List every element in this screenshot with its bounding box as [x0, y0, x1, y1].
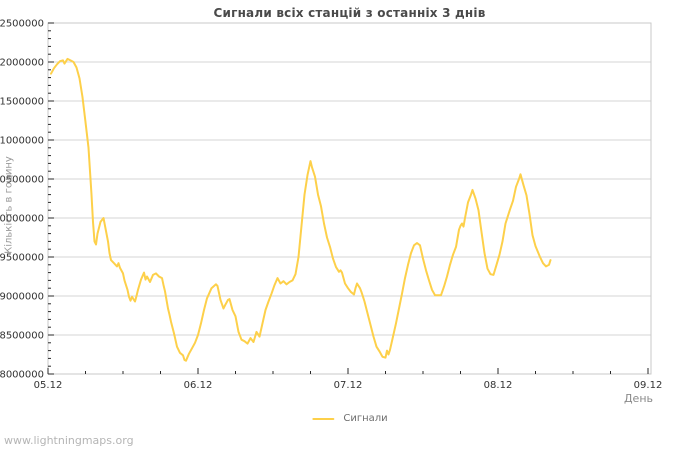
- svg-text:11500000: 11500000: [0, 97, 44, 108]
- watermark-text: www.lightningmaps.org: [4, 434, 134, 447]
- svg-text:12500000: 12500000: [0, 19, 44, 30]
- svg-text:05.12: 05.12: [34, 380, 63, 391]
- svg-text:10500000: 10500000: [0, 175, 44, 186]
- legend: Сигнали: [312, 413, 388, 424]
- x-axis-title: День: [623, 392, 653, 405]
- svg-text:12000000: 12000000: [0, 58, 44, 69]
- svg-text:06.12: 06.12: [184, 380, 213, 391]
- svg-text:09.12: 09.12: [634, 380, 663, 391]
- svg-text:11000000: 11000000: [0, 136, 44, 147]
- legend-line-swatch: [312, 417, 335, 420]
- chart-title: Сигнали всіх станцій з останніх 3 днів: [213, 6, 486, 20]
- svg-text:10000000: 10000000: [0, 214, 44, 225]
- svg-text:9000000: 9000000: [0, 292, 44, 303]
- svg-text:8000000: 8000000: [0, 370, 44, 381]
- svg-text:9500000: 9500000: [0, 253, 44, 264]
- svg-text:07.12: 07.12: [334, 380, 363, 391]
- legend-label: Сигнали: [343, 413, 388, 424]
- svg-text:8500000: 8500000: [0, 331, 44, 342]
- svg-text:08.12: 08.12: [484, 380, 513, 391]
- y-axis-title: Кількість в годину: [3, 156, 15, 254]
